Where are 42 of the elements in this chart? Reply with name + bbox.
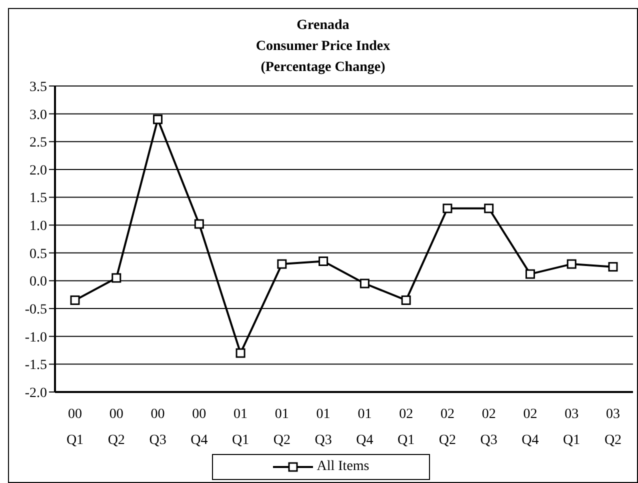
legend-label: All Items (316, 459, 370, 475)
x-tick-label: 03 Q2 (604, 407, 622, 448)
y-tick-label: -1.5 (24, 358, 47, 374)
point (484, 204, 494, 214)
x-tick-label: 01 Q4 (356, 407, 374, 448)
x-tick-label: 02 Q2 (438, 407, 456, 448)
x-tick-label: 01 Q3 (314, 407, 332, 448)
y-tick-label: 2.5 (30, 136, 47, 151)
y-tick-label: -1.0 (24, 330, 47, 346)
point (360, 278, 370, 288)
point (277, 259, 287, 269)
point (608, 262, 618, 272)
x-tick-label: 03 Q1 (563, 407, 580, 448)
y-tick-label: -0.5 (24, 302, 47, 318)
point (401, 295, 411, 305)
y-tick-label: 1.0 (30, 219, 47, 234)
x-tick-label: 02 Q1 (398, 407, 415, 448)
point (566, 259, 576, 269)
y-tick-label: 0.0 (30, 274, 47, 290)
x-tick-label: 01 Q1 (232, 407, 250, 448)
y-tick-label: 3.5 (30, 80, 47, 95)
point (236, 348, 246, 358)
x-tick-label: 00 Q1 (66, 407, 84, 448)
y-tick-label: 0.5 (30, 246, 47, 262)
point (194, 219, 204, 229)
point (153, 114, 163, 124)
y-tick-label: 1.5 (30, 191, 47, 206)
y-tick-label: 3.0 (30, 108, 47, 123)
x-tick-label: 00 Q3 (149, 407, 166, 448)
point (525, 269, 535, 279)
point (318, 256, 328, 266)
point (442, 204, 452, 214)
chart-title: Grenada Consumer Price Index (Percentage Change) (254, 17, 392, 77)
x-tick-label: 00 Q2 (108, 407, 125, 448)
x-tick-label: 02 Q4 (522, 407, 539, 448)
point (112, 273, 122, 283)
point (70, 295, 80, 305)
x-tick-label: 02 Q3 (480, 407, 498, 448)
y-tick-label: 2.0 (30, 163, 47, 178)
x-tick-label: 01 Q2 (273, 407, 290, 448)
x-tick-label: 00 Q4 (190, 407, 208, 448)
y-tick-label: -2.0 (24, 386, 47, 401)
